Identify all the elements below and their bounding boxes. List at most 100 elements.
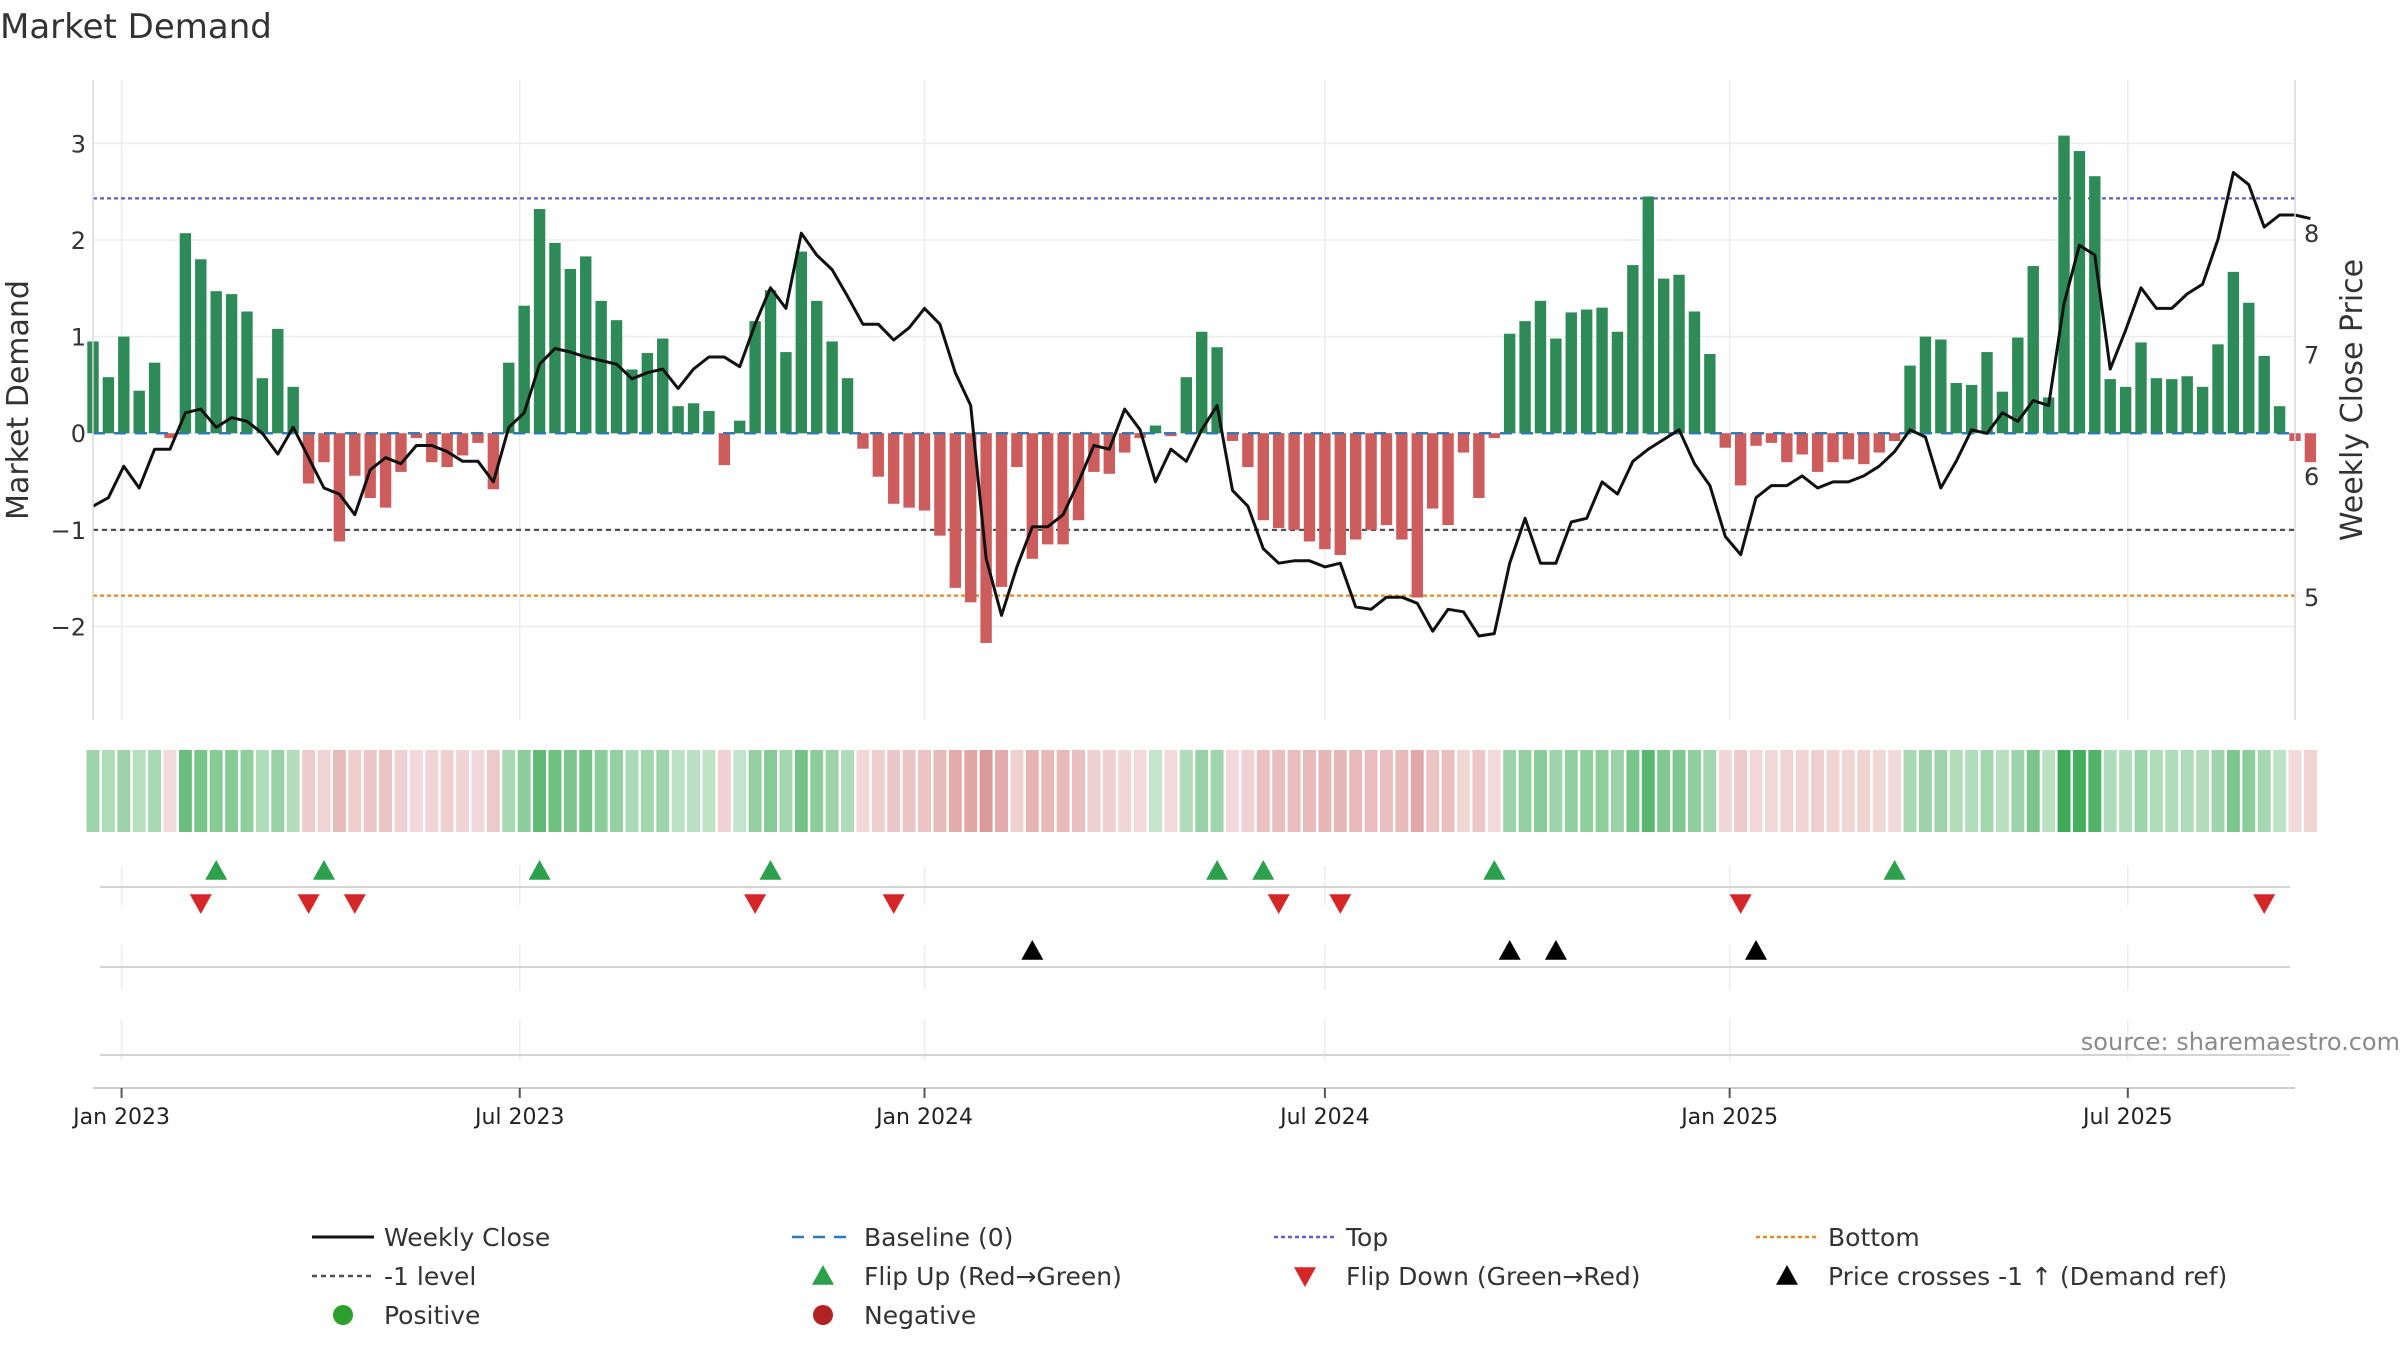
- heat-cell: [1780, 750, 1794, 832]
- demand-bar: [1426, 433, 1439, 509]
- demand-bar: [1226, 433, 1239, 441]
- heat-cell: [1518, 750, 1532, 832]
- heat-cell: [1610, 750, 1624, 832]
- heat-cell: [517, 750, 531, 832]
- heat-cell: [979, 750, 993, 832]
- flip-up-marker: [205, 860, 228, 880]
- demand-bar: [379, 433, 392, 508]
- demand-bar: [610, 320, 623, 434]
- demand-bar: [225, 294, 238, 434]
- demand-bar: [1319, 433, 1331, 550]
- heat-cell: [2257, 750, 2271, 832]
- heat-cell: [502, 750, 516, 832]
- demand-bar: [2058, 135, 2070, 434]
- heat-cell: [548, 750, 562, 832]
- heat-cell: [2119, 750, 2133, 832]
- heat-cell: [933, 750, 947, 832]
- demand-bar: [1673, 274, 1685, 434]
- demand-bar: [1565, 312, 1577, 434]
- heat-cell: [1857, 750, 1871, 832]
- heat-cell: [764, 750, 778, 832]
- heat-cell: [2180, 750, 2194, 832]
- heat-cell: [1811, 750, 1825, 832]
- heat-cell: [332, 750, 346, 832]
- demand-bar: [349, 433, 361, 476]
- heat-cell: [1472, 750, 1486, 832]
- demand-bar: [164, 433, 176, 439]
- heat-cell: [717, 750, 731, 832]
- demand-bar: [811, 300, 823, 434]
- demand-bar: [1257, 433, 1269, 521]
- heat-cell: [948, 750, 962, 832]
- heat-cell: [1380, 750, 1393, 832]
- main-panel: 3 2 1 0 −1 −2 8 7 6 5 Market Demand Weekly Close…: [1, 80, 2370, 720]
- demand-bar: [595, 300, 607, 434]
- heat-cell: [995, 750, 1008, 832]
- heat-cell: [1795, 750, 1809, 832]
- source-note: source: sharemaestro.com: [2081, 1028, 2400, 1056]
- demand-bar: [1719, 433, 1731, 448]
- heat-cell: [255, 750, 269, 832]
- heat-cell: [1749, 750, 1763, 832]
- heat-cell: [2072, 750, 2086, 832]
- demand-heat-strip: [86, 750, 2317, 832]
- demand-bar: [1519, 321, 1531, 434]
- heat-cell: [148, 750, 162, 832]
- demand-bar: [1165, 433, 1177, 437]
- heat-cell: [1487, 750, 1501, 832]
- heat-cell: [1657, 750, 1671, 832]
- demand-bar: [1042, 433, 1054, 545]
- heat-cell: [2149, 750, 2163, 832]
- demand-bar: [318, 433, 330, 463]
- heat-cell: [779, 750, 793, 832]
- demand-bar: [1149, 425, 1162, 434]
- heat-cell: [733, 750, 747, 832]
- demand-bar: [857, 433, 869, 449]
- legend-item: Weekly Close: [312, 1223, 550, 1252]
- demand-bar: [1396, 433, 1408, 540]
- demand-bar: [1088, 433, 1100, 472]
- demand-bar: [1303, 433, 1316, 542]
- flip-down-marker: [343, 894, 366, 914]
- heat-cell: [1703, 750, 1717, 832]
- demand-bar: [503, 362, 515, 434]
- demand-bar: [2258, 355, 2270, 434]
- demand-bar: [2212, 344, 2224, 434]
- demand-bar: [918, 433, 931, 511]
- demand-bar: [641, 353, 654, 434]
- demand-bar: [410, 433, 423, 439]
- legend-item: Positive: [333, 1301, 480, 1330]
- demand-bar: [1380, 433, 1393, 526]
- demand-bar: [333, 433, 346, 542]
- demand-bar: [1473, 433, 1485, 498]
- demand-bar: [1026, 433, 1039, 559]
- demand-bar: [2042, 397, 2055, 434]
- demand-bar: [533, 209, 546, 434]
- demand-bar: [826, 341, 838, 434]
- demand-bar: [2027, 266, 2039, 434]
- legend-swatch: [813, 1305, 833, 1325]
- heat-cell: [702, 750, 716, 832]
- heat-cell: [363, 750, 377, 832]
- legend: Weekly Close Baseline (0) Top Bottom -1 leve…: [312, 1223, 2227, 1330]
- heat-cell: [1949, 750, 1963, 832]
- heat-cell: [2273, 750, 2287, 832]
- heat-cell: [1934, 750, 1948, 832]
- demand-bar: [241, 311, 253, 434]
- right-tick-label: 8: [2304, 220, 2319, 248]
- heat-cell: [101, 750, 115, 832]
- heat-cell: [117, 750, 131, 832]
- gridlines: [93, 80, 2295, 720]
- flip-up-marker: [1252, 860, 1275, 880]
- demand-bar: [1534, 300, 1547, 434]
- heat-cell: [2011, 750, 2025, 832]
- demand-bar: [2181, 376, 2193, 434]
- demand-bar: [841, 378, 854, 434]
- event-gridlines: [120, 866, 2129, 1060]
- x-tick-label: Jan 2025: [1679, 1105, 1778, 1130]
- heat-cell: [748, 750, 762, 832]
- heat-cell: [533, 750, 547, 832]
- heat-cell: [671, 750, 685, 832]
- heat-cell: [2303, 750, 2317, 832]
- heat-cell: [2042, 750, 2056, 832]
